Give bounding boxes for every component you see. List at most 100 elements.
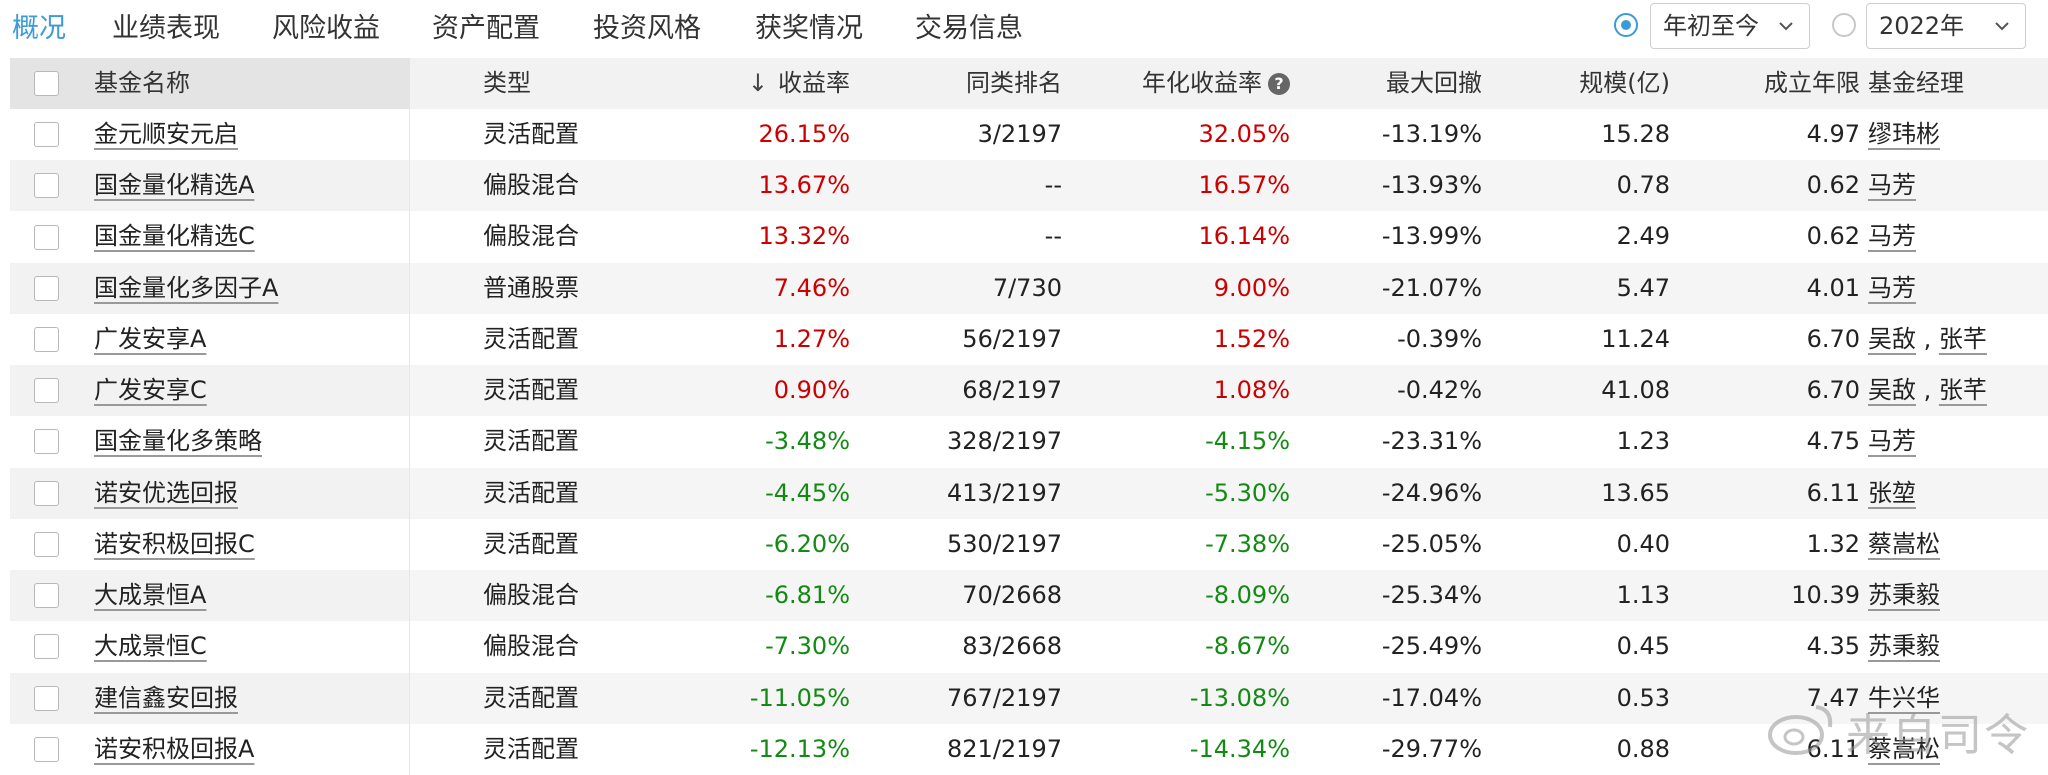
manager-link[interactable]: 吴敌: [1868, 324, 1916, 353]
row-checkbox[interactable]: [34, 531, 59, 557]
annual-return-value: -8.09%: [1205, 581, 1290, 610]
fund-name-link[interactable]: 大成景恒C: [94, 632, 207, 661]
table-row[interactable]: 国金量化多因子A 普通股票 7.46% 7/730 9.00% -21.07% …: [10, 262, 2048, 314]
table-row[interactable]: 金元顺安元启 灵活配置 26.15% 3/2197 32.05% -13.19%…: [10, 109, 2048, 161]
fund-name-link[interactable]: 广发安享A: [94, 324, 207, 353]
manager-cell: 蔡嵩松: [1868, 724, 1940, 775]
header-years[interactable]: 成立年限: [1764, 69, 1860, 97]
manager-cell: 马芳: [1868, 263, 1916, 314]
scale-value: 0.88: [1616, 734, 1670, 763]
table-row[interactable]: 建信鑫安回报 灵活配置 -11.05% 767/2197 -13.08% -17…: [10, 672, 2048, 724]
fund-name-link[interactable]: 国金量化多因子A: [94, 273, 279, 302]
row-checkbox[interactable]: [34, 378, 59, 404]
scale-value: 5.47: [1616, 273, 1670, 302]
header-annual[interactable]: 年化收益率?: [1080, 58, 1290, 109]
manager-link[interactable]: 苏秉毅: [1868, 581, 1940, 610]
row-checkbox[interactable]: [34, 429, 59, 455]
manager-link[interactable]: 吴敌: [1868, 376, 1916, 405]
table-row[interactable]: 诺安积极回报C 灵活配置 -6.20% 530/2197 -7.38% -25.…: [10, 518, 2048, 571]
return-value: 7.46%: [773, 273, 850, 302]
header-return[interactable]: ↓ 收益率: [610, 58, 850, 109]
manager-link[interactable]: 苏秉毅: [1868, 632, 1940, 661]
manager-link[interactable]: 缪玮彬: [1868, 120, 1940, 148]
manager-link[interactable]: 张堃: [1868, 478, 1916, 507]
table-row[interactable]: 诺安积极回报A 灵活配置 -12.13% 821/2197 -14.34% -2…: [10, 723, 2048, 775]
manager-link[interactable]: 马芳: [1868, 273, 1916, 302]
row-checkbox[interactable]: [34, 583, 59, 609]
fund-name-link[interactable]: 大成景恒A: [94, 581, 207, 610]
table-row[interactable]: 国金量化多策略 灵活配置 -3.48% 328/2197 -4.15% -23.…: [10, 416, 2048, 468]
header-drawdown[interactable]: 最大回撤: [1386, 69, 1482, 97]
rank-value: 70/2668: [962, 581, 1062, 610]
fund-name-link[interactable]: 诺安优选回报: [94, 478, 238, 507]
row-checkbox[interactable]: [34, 634, 59, 660]
table-row[interactable]: 国金量化精选C 偏股混合 13.32% -- 16.14% -13.99% 2.…: [10, 211, 2048, 263]
row-checkbox[interactable]: [34, 327, 59, 353]
year-select[interactable]: 2022年: [1866, 3, 2026, 49]
header-type[interactable]: 类型: [483, 69, 531, 97]
table-row[interactable]: 广发安享C 灵活配置 0.90% 68/2197 1.08% -0.42% 41…: [10, 365, 2048, 417]
row-checkbox[interactable]: [34, 480, 59, 506]
fund-name-link[interactable]: 金元顺安元启: [94, 120, 238, 148]
tab-overview[interactable]: 概况: [12, 13, 66, 44]
tab-trading-info[interactable]: 交易信息: [915, 13, 1023, 44]
manager-link[interactable]: 马芳: [1868, 222, 1916, 251]
years-value: 0.62: [1806, 222, 1860, 251]
row-checkbox[interactable]: [34, 275, 59, 301]
table-row[interactable]: 大成景恒C 偏股混合 -7.30% 83/2668 -8.67% -25.49%…: [10, 621, 2048, 673]
row-checkbox[interactable]: [34, 173, 59, 199]
scale-value: 0.53: [1616, 683, 1670, 712]
tab-performance[interactable]: 业绩表现: [112, 13, 220, 44]
table-row[interactable]: 广发安享A 灵活配置 1.27% 56/2197 1.52% -0.39% 11…: [10, 313, 2048, 366]
tab-asset-allocation[interactable]: 资产配置: [432, 13, 540, 44]
scale-value: 15.28: [1601, 120, 1670, 148]
row-checkbox[interactable]: [34, 736, 59, 762]
tab-awards[interactable]: 获奖情况: [755, 13, 863, 44]
row-checkbox[interactable]: [34, 122, 59, 148]
manager-link[interactable]: 蔡嵩松: [1868, 734, 1940, 763]
fund-type: 偏股混合: [483, 222, 579, 251]
return-value: -6.81%: [765, 581, 850, 610]
table-row[interactable]: 大成景恒A 偏股混合 -6.81% 70/2668 -8.09% -25.34%…: [10, 570, 2048, 622]
header-scale[interactable]: 规模(亿): [1579, 69, 1670, 97]
manager-link[interactable]: 张芊: [1938, 376, 1987, 405]
manager-link[interactable]: 张芊: [1938, 324, 1987, 353]
fund-name-link[interactable]: 建信鑫安回报: [94, 683, 238, 712]
fund-name-link[interactable]: 国金量化精选A: [94, 171, 255, 200]
row-checkbox[interactable]: [34, 685, 59, 711]
tab-bar: 概况 业绩表现 风险收益 资产配置 投资风格 获奖情况 交易信息 年初至今 20…: [0, 0, 2048, 58]
fund-name-link[interactable]: 诺安积极回报A: [94, 734, 255, 763]
select-all-checkbox[interactable]: [34, 71, 59, 96]
table-row[interactable]: 国金量化精选A 偏股混合 13.67% -- 16.57% -13.93% 0.…: [10, 160, 2048, 212]
tab-risk-return[interactable]: 风险收益: [272, 13, 380, 44]
scale-value: 1.13: [1616, 581, 1670, 610]
manager-cell: 吴敌 , 张芊: [1868, 376, 1987, 405]
radio-unselected-icon[interactable]: [1832, 13, 1856, 37]
manager-link[interactable]: 牛兴华: [1868, 683, 1940, 712]
row-checkbox[interactable]: [34, 224, 59, 250]
manager-link[interactable]: 马芳: [1868, 171, 1916, 200]
return-value: -11.05%: [749, 683, 850, 712]
manager-link[interactable]: 蔡嵩松: [1868, 529, 1940, 558]
fund-name-link[interactable]: 广发安享C: [94, 376, 207, 405]
rank-value: 56/2197: [962, 324, 1062, 353]
period-select[interactable]: 年初至今: [1650, 3, 1810, 49]
help-icon[interactable]: ?: [1268, 73, 1290, 95]
tab-investment-style[interactable]: 投资风格: [593, 13, 701, 44]
drawdown-value: -25.49%: [1381, 632, 1482, 661]
scale-value: 13.65: [1601, 478, 1670, 507]
radio-selected-icon[interactable]: [1614, 13, 1638, 37]
table-row[interactable]: 诺安优选回报 灵活配置 -4.45% 413/2197 -5.30% -24.9…: [10, 467, 2048, 519]
header-name[interactable]: 基金名称: [94, 69, 190, 97]
annual-return-value: 1.08%: [1213, 376, 1290, 405]
fund-name-link[interactable]: 国金量化精选C: [94, 222, 255, 251]
header-manager[interactable]: 基金经理: [1868, 69, 1964, 97]
fund-name-link[interactable]: 诺安积极回报C: [94, 529, 255, 558]
scale-value: 0.78: [1616, 171, 1670, 200]
header-rank[interactable]: 同类排名: [966, 69, 1062, 97]
years-value: 0.62: [1806, 171, 1860, 200]
return-value: 13.32%: [758, 222, 850, 251]
fund-name-link[interactable]: 国金量化多策略: [94, 427, 262, 456]
manager-link[interactable]: 马芳: [1868, 427, 1916, 456]
annual-return-value: -4.15%: [1205, 427, 1290, 456]
